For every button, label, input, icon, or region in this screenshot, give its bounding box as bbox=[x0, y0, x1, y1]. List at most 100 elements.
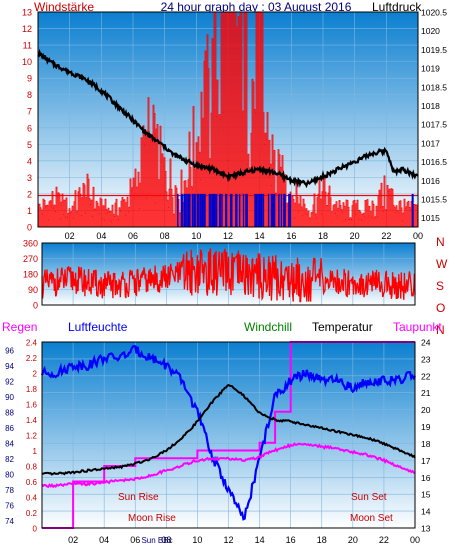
gust-bar bbox=[225, 193, 228, 227]
tick-label: 1.6 bbox=[26, 401, 38, 410]
gust-bar bbox=[196, 193, 199, 227]
rain-axis-ticks: 0 0.2 0.4 0.6 0.8 1 1.2 1.4 1.6 1.8 2 2.2 2.4 bbox=[26, 339, 38, 534]
tick-label: 82 bbox=[5, 455, 14, 464]
grid bbox=[42, 341, 416, 529]
tick-label: 1015 bbox=[421, 213, 440, 223]
gust-bar bbox=[204, 193, 206, 227]
gust-bar bbox=[201, 193, 203, 227]
x-axis-ticks-top: 02 04 06 08 10 12 14 16 18 20 22 00 bbox=[65, 231, 423, 241]
tick-label: 360 bbox=[23, 239, 38, 249]
gust-bar bbox=[189, 193, 191, 227]
tick-label: 5 bbox=[27, 140, 32, 150]
tick-label: 0.6 bbox=[26, 478, 38, 487]
pressure-axis-ticks: 1015 1015.5 1016 1016.5 1017 1017.5 1018 1018.5… bbox=[421, 8, 447, 224]
sun-set-label: Sun Set bbox=[351, 492, 387, 503]
tick-label: 94 bbox=[5, 362, 14, 371]
gust-bar bbox=[258, 193, 260, 227]
tick-label: 1016.5 bbox=[421, 157, 447, 167]
compass-label: N bbox=[436, 235, 445, 249]
tick-label: 0 bbox=[33, 525, 38, 534]
tick-label: 18 bbox=[317, 535, 327, 545]
tick-label: 3 bbox=[27, 173, 32, 183]
gust-bar bbox=[213, 193, 215, 227]
gust-bar bbox=[193, 193, 195, 227]
tick-label: 1018 bbox=[421, 101, 440, 111]
tick-label: 0.8 bbox=[26, 463, 38, 472]
tick-label: 7 bbox=[27, 107, 32, 117]
tick-label: 20 bbox=[350, 231, 360, 241]
tick-label: 08 bbox=[160, 231, 170, 241]
tick-label: 180 bbox=[23, 270, 38, 280]
tick-label: 10 bbox=[192, 535, 202, 545]
tick-label: 1020.5 bbox=[421, 8, 447, 18]
tick-label: 10 bbox=[191, 231, 201, 241]
tick-label: 6 bbox=[27, 123, 32, 133]
gust-bar bbox=[254, 193, 256, 227]
dewpoint-legend: Taupunkt bbox=[393, 320, 442, 334]
tick-label: 22 bbox=[379, 535, 389, 545]
tick-label: 00 bbox=[413, 231, 423, 241]
tick-label: 12 bbox=[223, 231, 233, 241]
gust-bar bbox=[209, 193, 212, 227]
wind-axis-title: Windstärke bbox=[34, 0, 94, 14]
gust-bar bbox=[289, 193, 291, 227]
tick-label: 1 bbox=[27, 206, 32, 216]
tick-label: 1020 bbox=[421, 26, 440, 36]
tick-label: 18 bbox=[318, 231, 328, 241]
gust-bar bbox=[212, 193, 214, 227]
gust-bar bbox=[255, 193, 257, 227]
tick-label: 90 bbox=[5, 393, 14, 402]
tick-label: 16 bbox=[421, 473, 431, 483]
tick-label: 00 bbox=[410, 535, 420, 545]
gust-bar bbox=[199, 193, 202, 227]
gust-bar bbox=[256, 193, 258, 227]
tick-label: 06 bbox=[128, 231, 138, 241]
gust-bar bbox=[215, 193, 218, 227]
gust-bar bbox=[219, 193, 221, 227]
sun-rise-label: Sun Rise bbox=[118, 492, 159, 503]
gust-bar bbox=[261, 193, 263, 227]
moon-set-label: Moon Set bbox=[350, 513, 393, 524]
gust-bar bbox=[203, 193, 205, 227]
temperature-legend: Temperatur bbox=[312, 320, 373, 334]
gust-bar bbox=[214, 193, 216, 227]
compass-label: O bbox=[436, 301, 445, 315]
gust-bar bbox=[273, 193, 275, 227]
tick-label: 0 bbox=[27, 223, 32, 233]
tick-label: 14 bbox=[255, 535, 265, 545]
temperature-line bbox=[41, 383, 416, 476]
gust-bar bbox=[221, 193, 223, 227]
gust-bar bbox=[284, 193, 286, 227]
tick-label: 21 bbox=[421, 388, 431, 398]
rain-line bbox=[42, 341, 415, 529]
tick-label: 0.2 bbox=[26, 509, 38, 518]
tick-label: 12 bbox=[22, 24, 32, 34]
tick-label: 1017.5 bbox=[421, 120, 447, 130]
gust-bar bbox=[231, 193, 233, 227]
gust-bar bbox=[288, 193, 290, 227]
tick-label: 06 bbox=[130, 535, 140, 545]
tick-label: 4 bbox=[27, 156, 32, 166]
gust-bar bbox=[208, 193, 211, 227]
tick-label: 2 bbox=[33, 370, 38, 379]
gust-bar bbox=[278, 193, 280, 227]
wind-direction-line bbox=[41, 247, 416, 303]
gust-bar bbox=[181, 193, 183, 227]
gust-bar bbox=[180, 193, 183, 227]
x-axis-ticks-bottom: 02 04 06 08 10 12 14 16 18 20 22 00 Sun BBc bbox=[68, 535, 420, 545]
tick-label: 20 bbox=[348, 535, 358, 545]
tick-label: 8 bbox=[27, 90, 32, 100]
tick-label: 20 bbox=[421, 405, 431, 415]
gust-bar bbox=[236, 193, 238, 227]
gust-bar bbox=[194, 193, 196, 227]
pressure-axis-title: Luftdruck bbox=[372, 0, 422, 14]
compass-label: W bbox=[436, 257, 448, 271]
rain-legend: Regen bbox=[2, 320, 37, 334]
gust-bar bbox=[235, 193, 237, 227]
tick-label: 1019 bbox=[421, 64, 440, 74]
tick-label: 14 bbox=[421, 507, 431, 517]
